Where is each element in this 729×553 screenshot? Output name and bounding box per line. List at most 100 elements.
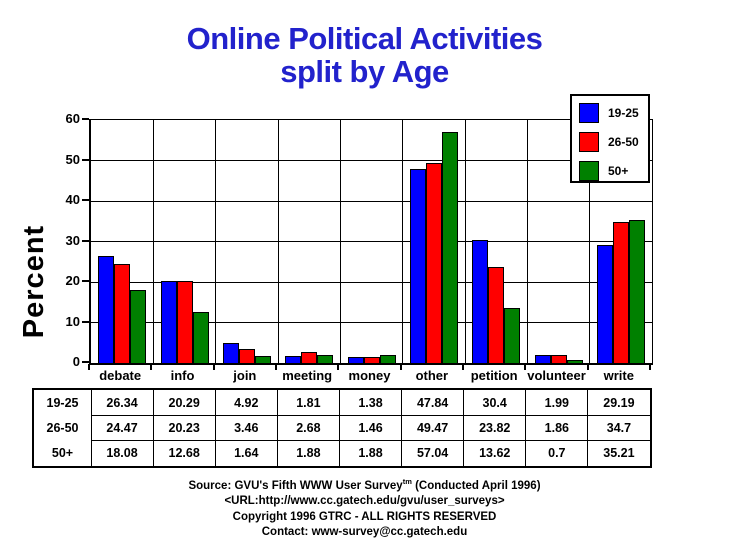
table-cell-write-26-50: 34.7 [606, 420, 632, 435]
table-cell-info-26-50: 20.23 [168, 420, 200, 435]
bar-other-26-50 [425, 163, 442, 363]
table-cell-write-19-25: 29.19 [603, 395, 635, 410]
table-cell-join-50+: 1.64 [234, 446, 259, 461]
bar-petition-19-25 [472, 240, 489, 363]
table-cell-petition-26-50: 23.82 [479, 420, 511, 435]
gridline-x-7 [526, 120, 528, 363]
bar-meeting-26-50 [301, 352, 318, 363]
table-column-line-1 [152, 390, 154, 466]
legend-swatch-50+ [579, 160, 599, 181]
table-cell-join-19-25: 4.92 [234, 395, 259, 410]
plot-area [89, 119, 653, 365]
footer-source-line: Source: GVU's Fifth WWW User Surveytm (C… [188, 477, 541, 492]
table-cell-meeting-50+: 1.88 [296, 446, 321, 461]
table-row-label-19-25: 19-25 [46, 395, 79, 410]
x-tick-8 [586, 364, 589, 370]
category-label-volunteer: volunteer [527, 368, 586, 383]
gridline-y-10 [91, 322, 652, 323]
y-tick-label-40: 40 [65, 192, 80, 207]
footer-url-line: <URL:http://www.cc.gatech.edu/gvu/user_s… [224, 495, 505, 508]
x-tick-4 [337, 364, 340, 370]
bar-meeting-19-25 [285, 356, 302, 363]
bar-write-50+ [628, 220, 645, 363]
y-tick-label-0: 0 [72, 354, 80, 369]
table-cell-debate-50+: 18.08 [106, 446, 138, 461]
y-tick-label-30: 30 [65, 232, 80, 248]
table-column-line-0 [91, 390, 92, 466]
gridline-y-50 [91, 160, 652, 161]
bar-money-50+ [379, 355, 396, 363]
category-label-other: other [415, 368, 449, 383]
y-tick-20 [82, 280, 89, 282]
table-cell-volunteer-50+: 0.7 [548, 446, 566, 461]
x-tick-7 [524, 364, 527, 370]
gridline-x-2 [215, 120, 217, 363]
bar-petition-26-50 [488, 267, 505, 363]
table-cell-info-19-25: 20.29 [168, 395, 200, 410]
x-tick-6 [462, 364, 464, 370]
bar-other-50+ [441, 132, 458, 363]
table-column-line-2 [214, 390, 216, 466]
gridline-y-30 [91, 241, 652, 242]
x-tick-9 [649, 364, 651, 370]
y-tick-50 [82, 158, 89, 161]
category-label-info: info [170, 368, 195, 383]
bar-volunteer-19-25 [534, 355, 551, 363]
gridline-y-40 [91, 200, 652, 202]
bar-meeting-50+ [317, 355, 334, 363]
gridline-x-3 [277, 120, 279, 363]
table-column-line-7 [525, 390, 527, 466]
gridline-x-8 [589, 120, 591, 363]
table-row-label-50+: 50+ [51, 446, 74, 461]
y-tick-label-60: 60 [65, 111, 80, 126]
footer-copyright-line: Copyright 1996 GTRC - ALL RIGHTS RESERVE… [232, 510, 497, 523]
table-cell-petition-50+: 13.62 [479, 446, 511, 461]
category-label-money: money [348, 368, 391, 383]
y-tick-60 [82, 118, 89, 120]
legend-label-26-50: 26-50 [608, 134, 639, 149]
chart-title: Online Political Activities split by Age [0, 22, 729, 88]
table-cell-volunteer-26-50: 1.86 [544, 420, 569, 435]
table-cell-debate-26-50: 24.47 [106, 420, 138, 435]
x-tick-5 [399, 364, 402, 370]
x-tick-3 [275, 364, 277, 370]
table-cell-money-19-25: 1.38 [358, 395, 383, 410]
footer: Source: GVU's Fifth WWW User Surveytm (C… [0, 474, 729, 541]
table-cell-join-26-50: 3.46 [234, 420, 259, 435]
x-tick-0 [88, 364, 90, 370]
table-cell-money-26-50: 1.46 [358, 420, 383, 435]
bar-info-50+ [192, 312, 209, 363]
bar-join-50+ [254, 356, 271, 363]
bar-volunteer-50+ [566, 360, 583, 363]
bar-money-26-50 [363, 357, 380, 363]
y-tick-label-10: 10 [65, 313, 80, 329]
table-column-line-5 [401, 390, 403, 466]
chart-title-line1: Online Political Activities [186, 21, 543, 56]
chart-title-line2: split by Age [280, 54, 449, 89]
bar-money-19-25 [347, 357, 364, 363]
bar-debate-26-50 [114, 264, 131, 363]
data-table: 19-25 26.34 20.29 4.92 1.81 1.38 47.84 30.4 1.99… [32, 388, 652, 468]
legend-swatch-26-50 [579, 131, 599, 152]
category-label-write: write [603, 368, 634, 383]
y-tick-label-50: 50 [65, 151, 80, 167]
legend: 19-25 26-50 50+ [570, 94, 650, 183]
table-cell-info-50+: 12.68 [168, 446, 200, 461]
y-tick-40 [82, 199, 89, 201]
table-row-line-1 [91, 414, 650, 416]
table-cell-other-26-50: 49.47 [416, 420, 449, 435]
x-tick-2 [212, 364, 215, 370]
gridline-x-1 [152, 120, 154, 363]
bar-write-26-50 [612, 222, 629, 363]
table-cell-meeting-26-50: 2.68 [296, 420, 321, 435]
legend-item-50+: 50+ [579, 160, 628, 181]
x-tick-1 [150, 364, 153, 370]
category-label-join: join [233, 368, 257, 383]
trademark-superscript: tm [402, 477, 412, 486]
bar-write-19-25 [596, 245, 613, 363]
bar-join-19-25 [222, 343, 239, 363]
table-cell-debate-19-25: 26.34 [106, 395, 138, 410]
bar-petition-50+ [504, 308, 521, 363]
table-column-line-6 [463, 390, 465, 466]
